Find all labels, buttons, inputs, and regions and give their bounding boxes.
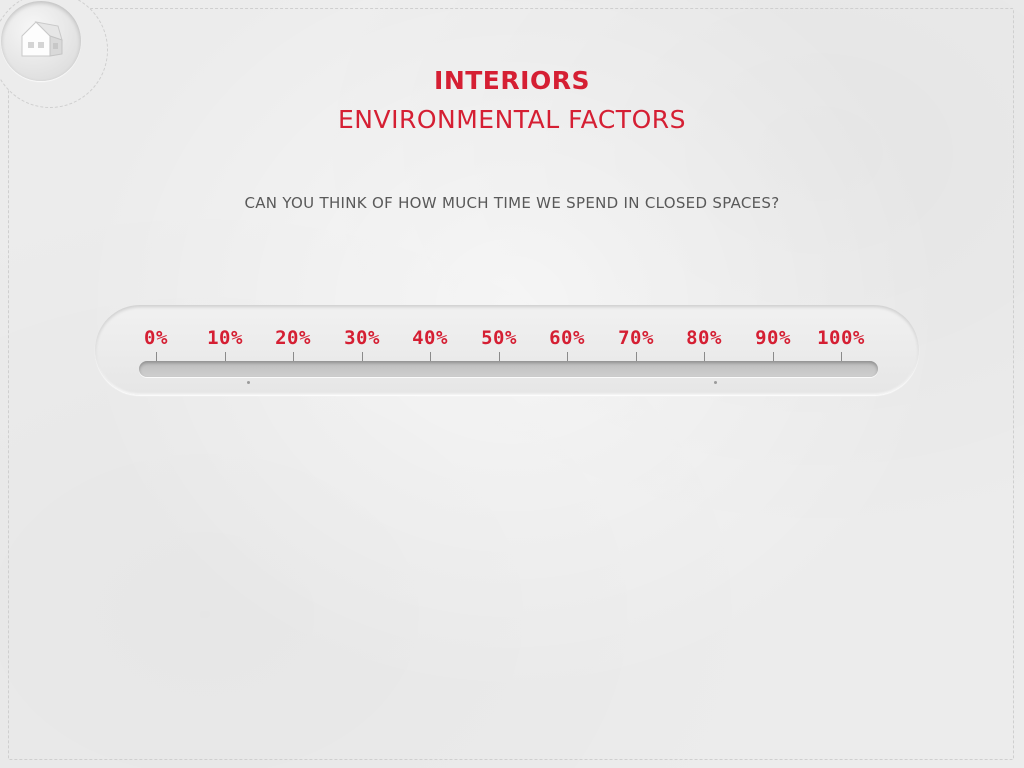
page-subtitle: ENVIRONMENTAL FACTORS xyxy=(338,105,686,134)
slider-track[interactable] xyxy=(139,361,878,384)
scale-label[interactable]: 70% xyxy=(618,327,654,349)
percentage-slider xyxy=(95,305,919,395)
home-badge xyxy=(0,0,108,108)
tick-mark xyxy=(430,352,431,361)
tick-mark xyxy=(225,352,226,361)
scale-label[interactable]: 20% xyxy=(275,327,311,349)
tick-mark xyxy=(636,352,637,361)
tick-mark xyxy=(841,352,842,361)
tick-mark xyxy=(293,352,294,361)
tick-mark xyxy=(567,352,568,361)
home-button[interactable] xyxy=(1,1,81,81)
scale-label[interactable]: 30% xyxy=(344,327,380,349)
scale-label[interactable]: 10% xyxy=(207,327,243,349)
scale-label[interactable]: 40% xyxy=(412,327,448,349)
scale-label[interactable]: 0% xyxy=(144,327,168,349)
tick-mark xyxy=(773,352,774,361)
scale-label[interactable]: 60% xyxy=(549,327,585,349)
question-text: CAN YOU THINK OF HOW MUCH TIME WE SPEND … xyxy=(244,194,780,212)
page-title: INTERIORS xyxy=(434,66,590,95)
page-border xyxy=(8,8,1014,760)
scale-label[interactable]: 50% xyxy=(481,327,517,349)
track-dot xyxy=(247,381,250,384)
scale-label[interactable]: 80% xyxy=(686,327,722,349)
track-dot xyxy=(714,381,717,384)
tick-mark xyxy=(156,352,157,361)
tick-mark xyxy=(499,352,500,361)
tick-mark xyxy=(362,352,363,361)
tick-mark xyxy=(704,352,705,361)
scale-label[interactable]: 90% xyxy=(755,327,791,349)
scale-label[interactable]: 100% xyxy=(817,327,865,349)
house-icon xyxy=(21,21,63,57)
